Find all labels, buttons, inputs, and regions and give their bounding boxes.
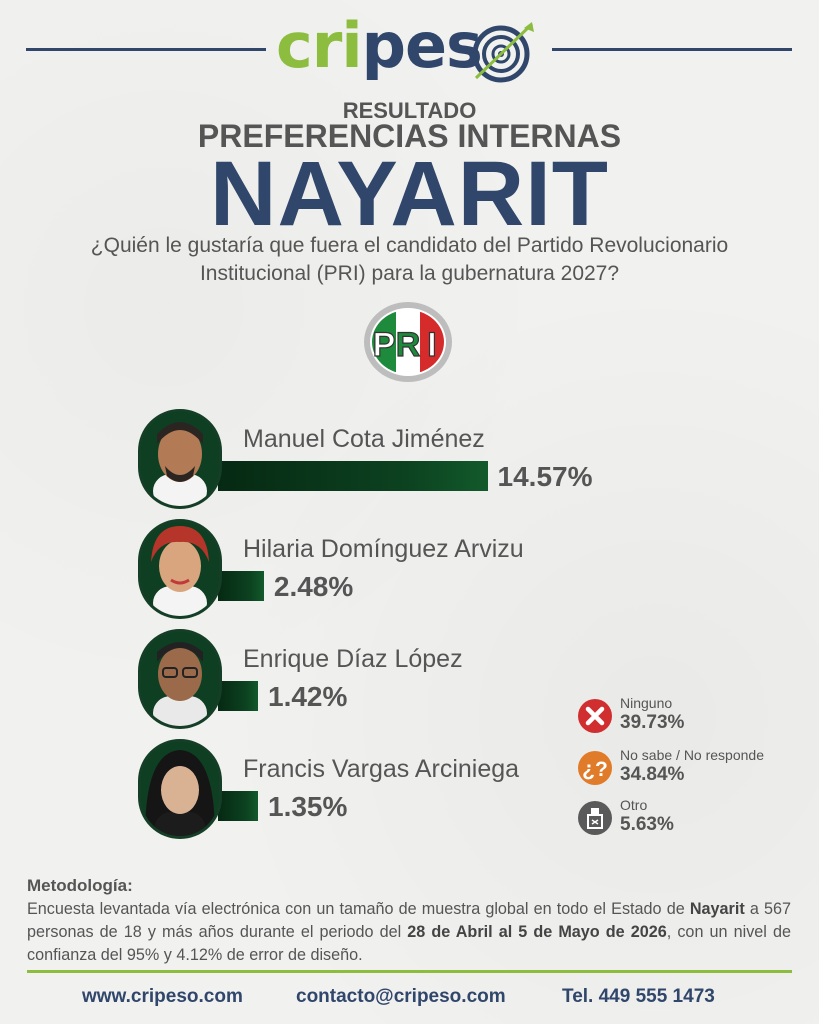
header-line-left xyxy=(26,48,266,51)
candidate-photo-enrique xyxy=(138,629,222,729)
bar-hilaria-dominguez xyxy=(218,571,264,601)
bar-francis-vargas xyxy=(218,791,258,821)
question-line-1: ¿Quién le gustaría que fuera el candidat… xyxy=(90,234,729,257)
avatar-icon xyxy=(141,632,219,726)
methodology-text: Encuesta levantada vía electrónica con u… xyxy=(27,898,791,967)
logo-text-blue: pes xyxy=(361,9,483,82)
bar-manuel-cota xyxy=(218,461,488,491)
page-subtitle: PREFERENCIAS INTERNAS xyxy=(197,118,622,154)
bar-enrique-diaz xyxy=(218,681,258,711)
value-label-francis: 1.35% xyxy=(268,791,348,822)
survey-question: ¿Quién le gustaría que fuera el candidat… xyxy=(60,232,759,288)
methodology-bold-2: 28 de Abril al 5 de Mayo de 2026 xyxy=(407,923,667,941)
candidate-name-manuel: Manuel Cota Jiménez xyxy=(243,425,485,453)
result-label: RESULTADO xyxy=(342,98,477,123)
other-label-otro: Otro xyxy=(620,797,648,813)
svg-text:¿?: ¿? xyxy=(582,758,608,781)
value-label-enrique: 1.42% xyxy=(268,681,348,712)
other-value-no-sabe: 34.84% xyxy=(620,764,685,785)
candidate-name-francis: Francis Vargas Arciniega xyxy=(243,755,520,783)
ballot-box-icon xyxy=(578,801,612,835)
target-icon xyxy=(472,22,534,83)
footer-divider xyxy=(27,970,792,973)
avatar-icon xyxy=(141,522,219,616)
value-label-manuel: 14.57% xyxy=(497,461,593,492)
header-line-right xyxy=(552,48,792,51)
x-icon xyxy=(578,699,612,733)
methodology-title: Metodología: xyxy=(27,876,133,895)
candidate-name-enrique: Enrique Díaz López xyxy=(243,645,463,673)
other-value-ninguno: 39.73% xyxy=(620,712,685,733)
value-label-hilaria: 2.48% xyxy=(273,571,354,602)
pri-letter-p: P xyxy=(373,326,396,364)
pri-letter-r: R xyxy=(396,326,421,364)
methodology-text-2: a 567 personas de 18 y más años durante … xyxy=(27,900,791,941)
pri-letter-i: I xyxy=(427,326,436,364)
logo-text-green: cri xyxy=(276,9,363,82)
candidate-photo-hilaria xyxy=(138,519,222,619)
other-label-ninguno: Ninguno xyxy=(620,695,673,711)
methodology-text-1: Encuesta levantada vía electrónica con u… xyxy=(27,900,690,918)
footer-website-link[interactable]: www.cripeso.com xyxy=(82,986,243,1007)
other-value-otro: 5.63% xyxy=(620,814,674,835)
avatar-icon xyxy=(141,412,219,506)
footer-phone[interactable]: Tel. 449 555 1473 xyxy=(562,986,715,1007)
footer-email-link[interactable]: contacto@cripeso.com xyxy=(296,986,506,1007)
question-icon: ¿? xyxy=(578,751,612,785)
page-title: NAYARIT xyxy=(210,143,609,245)
methodology-text-3: , con un nivel de confianza del 95% y 4.… xyxy=(27,923,791,964)
cripeso-logo: cripes xyxy=(272,8,552,88)
pri-logo-icon: P R I xyxy=(364,302,452,382)
candidate-name-hilaria: Hilaria Domínguez Arvizu xyxy=(243,535,524,563)
candidate-photo-francis xyxy=(138,739,222,839)
methodology-bold-1: Nayarit xyxy=(689,900,745,918)
candidate-photo-manuel xyxy=(138,409,222,509)
question-line-2: Institucional (PRI) para la gubernatura … xyxy=(199,262,620,285)
avatar-icon xyxy=(141,742,219,836)
other-label-no-sabe: No sabe / No responde xyxy=(620,747,764,763)
